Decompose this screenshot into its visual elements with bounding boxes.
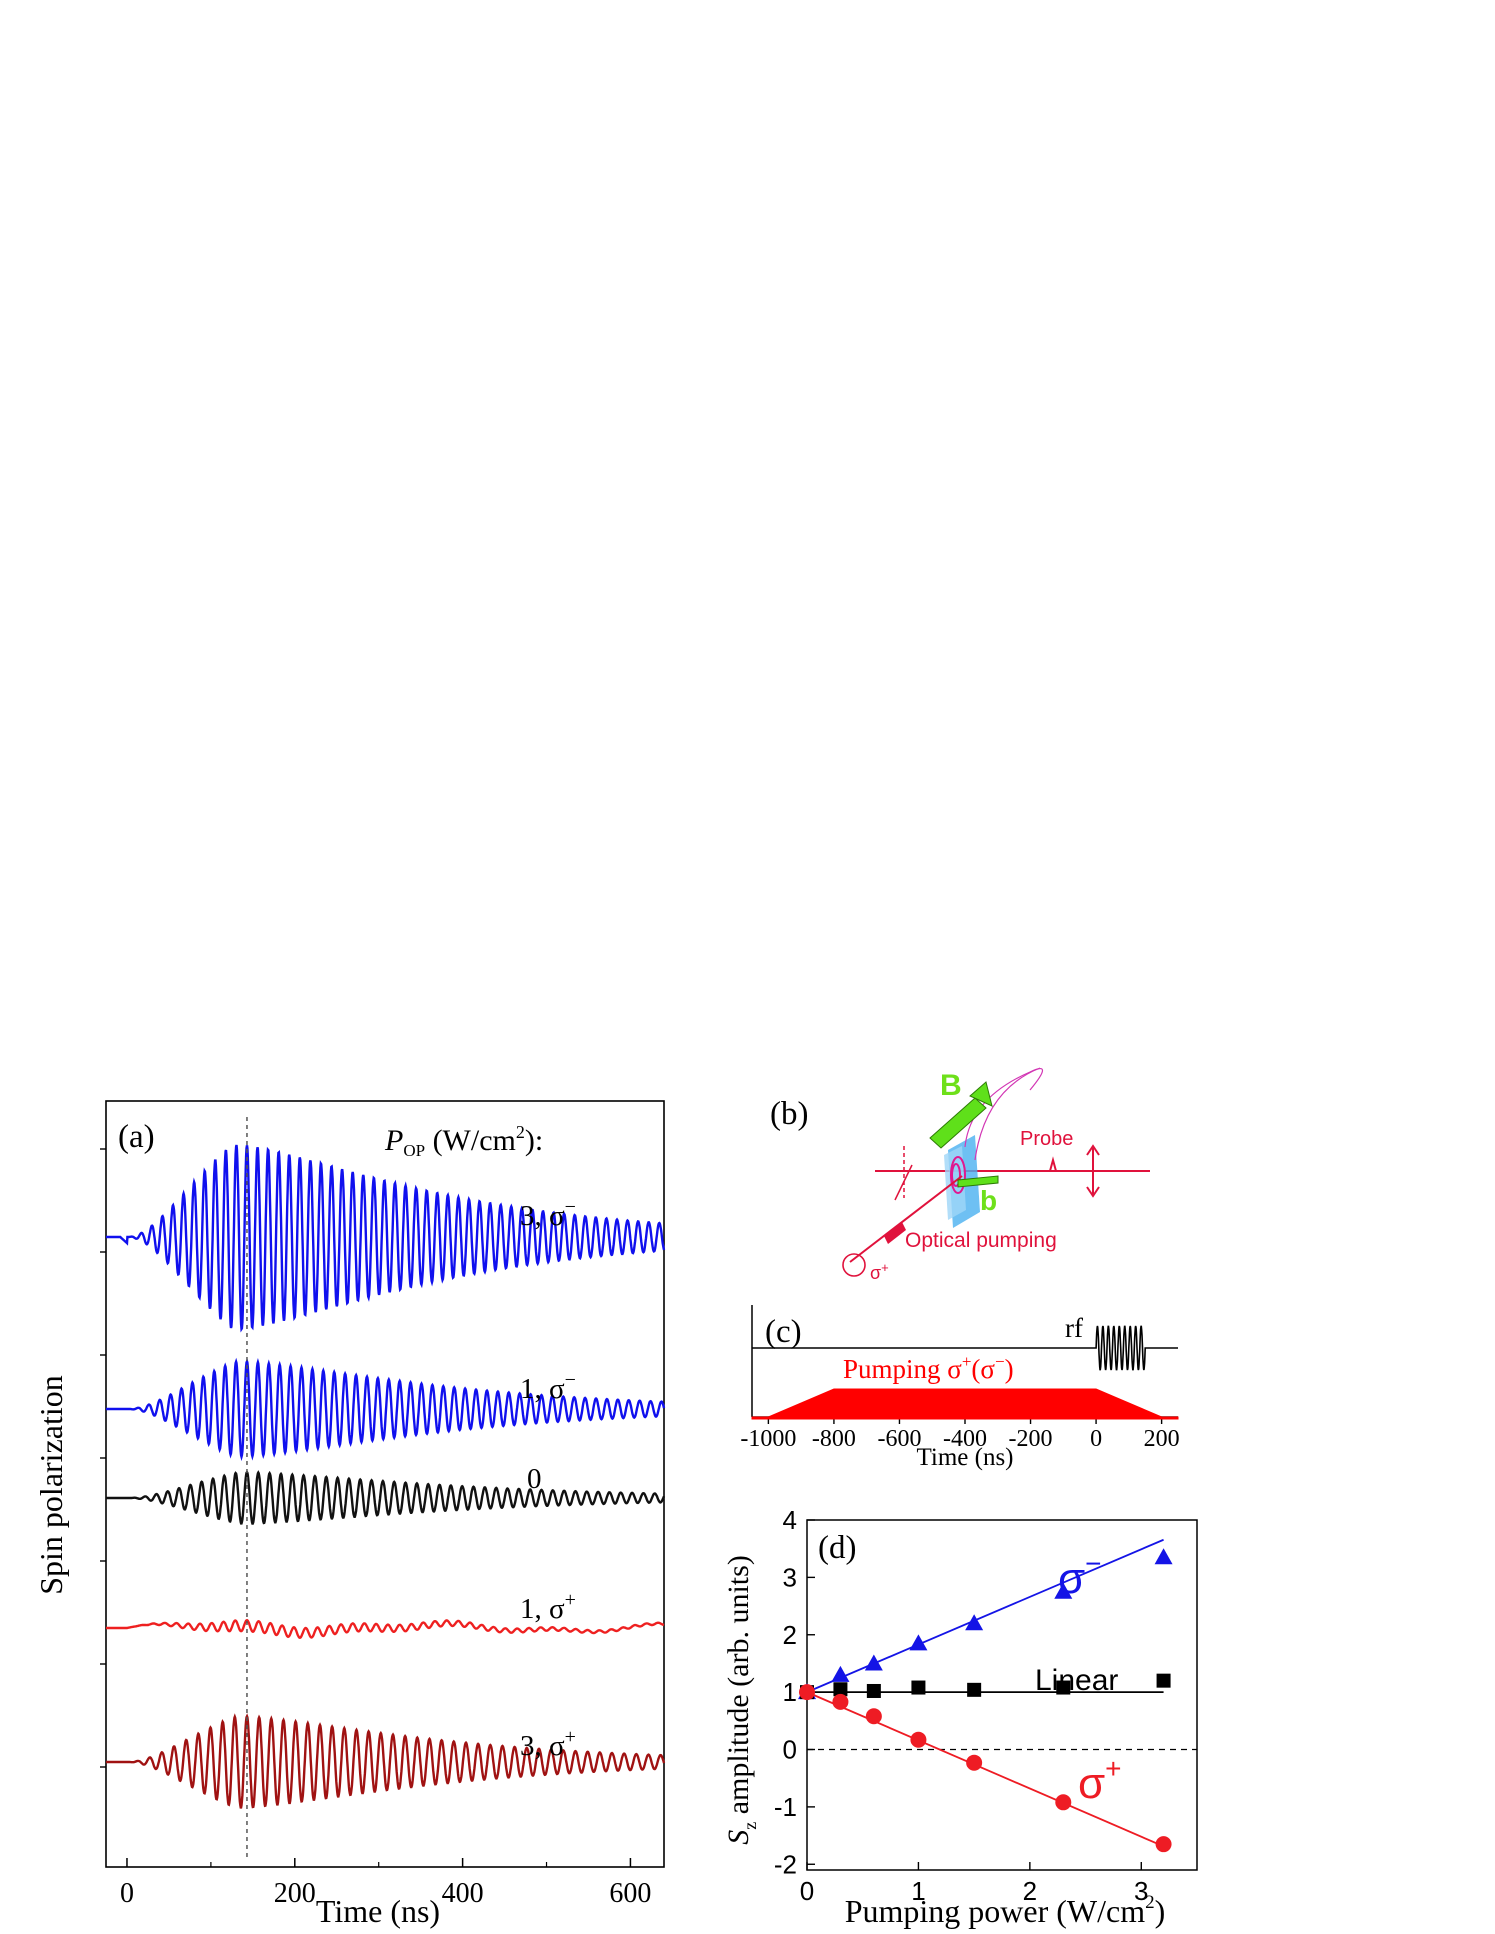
pump-sigma-label: σ+ xyxy=(870,1260,889,1283)
panel-b-label: (b) xyxy=(770,1096,808,1132)
point-sigma-minus xyxy=(864,1654,883,1671)
sigma-plus-series-label: σ+ xyxy=(1078,1753,1122,1808)
x-tick-label: 2 xyxy=(1023,1876,1037,1906)
x-tick-label: 600 xyxy=(609,1878,651,1909)
trace-label-0: 0 xyxy=(527,1463,542,1495)
panel-d-axes: 0 1 2 3 -2 -1 0 1 2 3 4 xyxy=(774,1505,1149,1906)
panel-c-label: (c) xyxy=(765,1314,802,1350)
panel-b-setup-diagram: (b) Probe σ+ Optical pumping B b xyxy=(770,1067,1150,1283)
panel-a-label: (a) xyxy=(118,1119,155,1155)
trace-4 xyxy=(106,1713,666,1809)
x-tick-label: 200 xyxy=(1144,1426,1180,1452)
x-tick-label: -200 xyxy=(1009,1426,1053,1452)
trace-0 xyxy=(106,1144,666,1333)
probe-pulse xyxy=(1049,1156,1057,1172)
point-sigma-minus xyxy=(1154,1548,1173,1565)
panel-a: (a) POP (W/cm2): Spin polarization Time … xyxy=(33,1100,666,1929)
pump-polarization-arrow xyxy=(894,1164,913,1201)
panel-d-xlabel: Pumping power (W/cm2) xyxy=(845,1892,1166,1929)
y-tick-label: 2 xyxy=(783,1620,797,1650)
x-tick-label: -600 xyxy=(877,1426,921,1452)
point-sigma-plus xyxy=(832,1693,849,1710)
optical-pumping-label: Optical pumping xyxy=(905,1229,1057,1252)
rf-label: rf xyxy=(1065,1313,1083,1343)
linear-series-label: Linear xyxy=(1035,1664,1118,1697)
x-tick-label: 1 xyxy=(911,1876,925,1906)
y-tick-label: -2 xyxy=(774,1849,797,1879)
pumping-pulse-profile xyxy=(751,1388,1179,1420)
panel-a-xlabel: Time (ns) xyxy=(316,1893,440,1929)
point-linear xyxy=(1056,1680,1071,1695)
panel-d-label: (d) xyxy=(818,1530,856,1566)
point-sigma-plus xyxy=(865,1708,882,1725)
x-tick-label: -1000 xyxy=(740,1426,796,1452)
point-linear xyxy=(1156,1673,1171,1688)
point-sigma-plus xyxy=(1055,1794,1072,1811)
pumping-label: Pumping σ+(σ−) xyxy=(843,1352,1014,1384)
point-sigma-plus xyxy=(1155,1836,1172,1853)
b-label: b xyxy=(980,1185,997,1216)
panel-c-xlabel: Time (ns) xyxy=(916,1444,1013,1471)
panel-d-ylabel: Sz amplitude (arb. units) xyxy=(722,1555,760,1845)
pump-beam xyxy=(849,1175,963,1263)
x-tick-label: 0 xyxy=(1090,1426,1102,1452)
point-sigma-minus xyxy=(965,1614,984,1631)
point-sigma-plus xyxy=(799,1684,815,1701)
point-sigma-plus xyxy=(910,1731,927,1748)
trace-label-1-sigma-plus: 1, σ+ xyxy=(520,1589,576,1625)
point-linear xyxy=(833,1682,848,1697)
trace-label-3-sigma-plus: 3, σ+ xyxy=(520,1726,576,1762)
x-tick-label: -400 xyxy=(943,1426,987,1452)
rf-waveform xyxy=(752,1325,1178,1371)
x-tick-label: -800 xyxy=(812,1426,856,1452)
trace-1 xyxy=(106,1357,666,1462)
x-tick-label: 0 xyxy=(800,1876,814,1906)
panel-a-ylabel: Spin polarization xyxy=(33,1375,69,1595)
point-sigma-minus xyxy=(909,1634,928,1651)
point-sigma-minus xyxy=(1054,1582,1073,1599)
b-field-arrow xyxy=(929,1097,987,1149)
b-rf-arrow xyxy=(957,1175,999,1188)
fit-line-0 xyxy=(806,1538,1164,1693)
probe-label: Probe xyxy=(1020,1128,1073,1150)
point-sigma-minus xyxy=(831,1665,850,1682)
circular-polarization-icon xyxy=(842,1253,866,1277)
pump-pulse xyxy=(884,1222,906,1244)
point-linear xyxy=(866,1683,881,1698)
panel-c: (c) -1000 -800 -600 -400 -200 0 200 Time (ns) … xyxy=(740,1305,1180,1471)
panel-a-legend-title: POP (W/cm2): xyxy=(384,1122,543,1160)
y-tick-label: 0 xyxy=(783,1735,797,1765)
trace-2 xyxy=(106,1469,666,1525)
x-tick-label: 200 xyxy=(274,1878,316,1909)
panel-d: (d) 0 1 2 3 -2 -1 0 1 2 3 4 σ− Linear σ+ Sz amplit… xyxy=(722,1505,1198,1929)
panel-a-x-ticks: 0 200 400 600 xyxy=(120,1858,651,1909)
sigma-minus-series-label: σ− xyxy=(1058,1548,1102,1603)
y-tick-label: 1 xyxy=(783,1677,797,1707)
panel-a-traces xyxy=(106,1144,666,1809)
x-tick-label: 3 xyxy=(1134,1876,1148,1906)
trace-label-3-sigma-minus: 3, σ− xyxy=(520,1196,576,1232)
panel-d-data-points xyxy=(798,1548,1173,1853)
x-tick-label: 400 xyxy=(442,1878,484,1909)
point-linear xyxy=(967,1682,982,1697)
panel-d-frame xyxy=(806,1519,1198,1871)
point-linear xyxy=(911,1680,926,1695)
y-tick-label: 3 xyxy=(783,1562,797,1592)
trace-3 xyxy=(106,1618,665,1640)
panel-c-x-ticks: -1000 -800 -600 -400 -200 0 200 xyxy=(740,1417,1180,1452)
y-tick-label: -1 xyxy=(774,1792,797,1822)
point-sigma-plus xyxy=(966,1754,983,1771)
rf-coil-wire xyxy=(964,1068,1044,1148)
panel-a-y-tick-marks xyxy=(100,1148,106,1768)
trace-label-1-sigma-minus: 1, σ− xyxy=(520,1369,576,1405)
panel-a-frame xyxy=(105,1100,665,1868)
y-tick-label: 4 xyxy=(783,1505,797,1535)
B-label: B xyxy=(940,1069,962,1102)
x-tick-label: 0 xyxy=(120,1878,134,1909)
